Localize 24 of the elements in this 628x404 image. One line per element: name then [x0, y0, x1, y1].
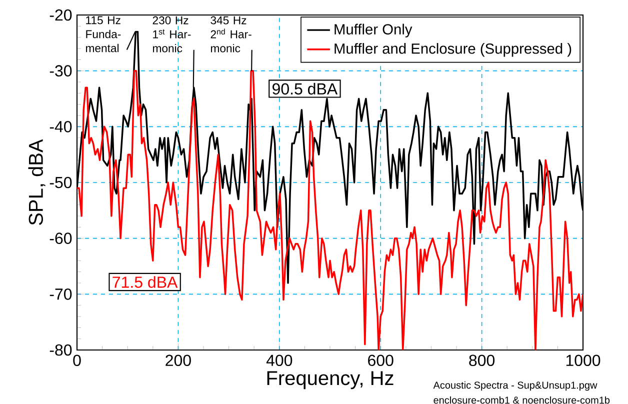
annotation: 71.5 dBA	[112, 276, 178, 288]
text: Acoustic Spectra - Sup&Unsup1.pgw	[433, 381, 598, 391]
annotation: 90.5 dBA	[272, 82, 338, 95]
y-axis-title: SPL, dBA	[28, 139, 46, 225]
y-tick-label: -50	[50, 176, 72, 188]
y-tick-label: -70	[50, 288, 72, 300]
annotation: 115 Hz Funda- mental	[86, 16, 121, 52]
legend-label: Muffler and Enclosure (Suppressed )	[334, 43, 572, 57]
x-tick-label: 1000	[566, 354, 600, 366]
x-tick-label: 400	[266, 354, 292, 366]
y-tick-label: -20	[50, 9, 72, 21]
x-tick-label: 0	[73, 354, 81, 366]
annotation: 345 Hz 2$^{nd}$ Har- monic	[210, 16, 252, 52]
x-tick-label: 200	[166, 354, 191, 366]
y-tick-label: -80	[50, 344, 72, 356]
x-axis-title: Frequency, Hz	[267, 371, 394, 390]
text: enclosure-comb1 & noenclosure-com1b	[434, 396, 610, 404]
x-tick-label: 600	[368, 354, 394, 366]
x-tick-label: 800	[469, 354, 495, 366]
annotation: 230 Hz 1$^{st}$ Har- monic	[152, 16, 191, 52]
legend-label: Muffler Only	[334, 24, 412, 38]
y-tick-label: -40	[50, 121, 72, 132]
y-tick-label: -30	[50, 65, 72, 76]
y-tick-label: -60	[50, 232, 72, 244]
